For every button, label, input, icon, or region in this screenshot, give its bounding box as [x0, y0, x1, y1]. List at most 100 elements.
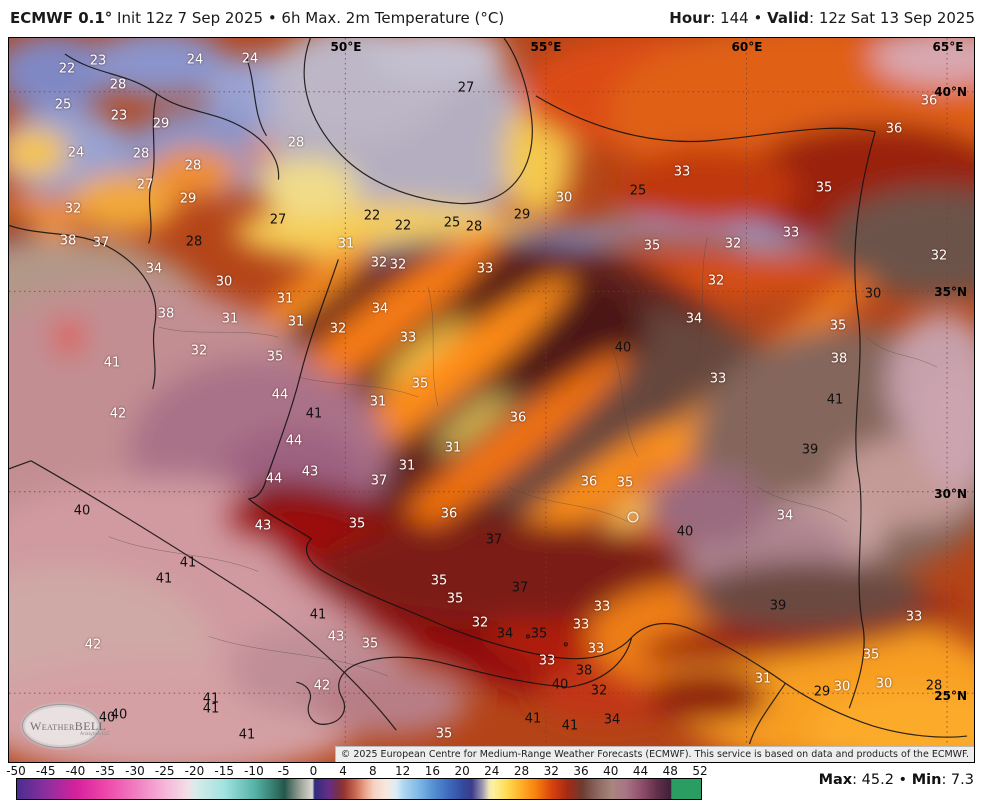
- colorbar-footer: -50 -45 -40 -35 -30 -25 -20 -15 -10 -5 0 4 8 12 16 20 24…: [0, 763, 984, 808]
- temp-label: 30: [215, 274, 233, 290]
- logo-swirl: [22, 704, 100, 748]
- colorbar-tick-label: 52: [692, 764, 708, 778]
- temp-label: 28: [287, 135, 305, 151]
- temp-label: 43: [254, 518, 272, 534]
- temp-label: 23: [110, 108, 128, 124]
- latitude-label: 40°N: [934, 85, 967, 99]
- temp-label: 22: [394, 218, 412, 234]
- colorbar-tick-label: 24: [484, 764, 500, 778]
- temp-label: 36: [440, 506, 458, 522]
- temp-label: 32: [190, 343, 208, 359]
- temp-label: 28: [109, 77, 127, 93]
- temp-label: 37: [485, 532, 503, 548]
- colorbar-tick-label: 36: [573, 764, 589, 778]
- valid-label: Valid: [767, 9, 810, 27]
- temp-label: 40: [110, 707, 128, 723]
- temp-label: 40: [73, 503, 91, 519]
- colorbar-tick-label: 44: [632, 764, 649, 778]
- temp-label: 35: [643, 238, 661, 254]
- colorbar-tick-label: 32: [543, 764, 559, 778]
- temp-label: 31: [754, 671, 772, 687]
- temp-label: 27: [457, 80, 475, 96]
- temp-label: 31: [337, 236, 355, 252]
- temp-label: 32: [707, 273, 725, 289]
- temp-label: 31: [444, 440, 462, 456]
- colorbar-tick-label: 0: [309, 764, 318, 778]
- temp-label: 38: [575, 663, 593, 679]
- temp-label: 44: [265, 471, 283, 487]
- temp-label: 40: [98, 710, 116, 726]
- temp-label: 40: [614, 340, 632, 356]
- temp-label: 27: [269, 212, 287, 228]
- temp-label: 41: [202, 701, 220, 717]
- temp-label: 32: [389, 257, 407, 273]
- min-value: : 7.3: [941, 772, 974, 788]
- temperature-colorbar: [16, 778, 702, 800]
- temp-label: 25: [54, 97, 72, 113]
- temp-label: 38: [830, 351, 848, 367]
- colorbar-tick-label: 8: [369, 764, 377, 778]
- temp-label: 33: [572, 617, 590, 633]
- temp-label: 34: [776, 508, 794, 524]
- longitude-label: 60°E: [731, 40, 763, 54]
- temp-label: 35: [411, 376, 429, 392]
- temp-label: 25: [443, 215, 461, 231]
- product-subtitle: Init 12z 7 Sep 2025 • 6h Max. 2m Tempera…: [112, 9, 505, 27]
- temp-label: 36: [885, 121, 903, 137]
- logo-text: WeatherBELL: [30, 719, 107, 733]
- temp-label: 39: [801, 442, 819, 458]
- temp-label: 29: [813, 684, 831, 700]
- temp-label: 35: [430, 573, 448, 589]
- temp-label: 42: [109, 406, 127, 422]
- temp-label: 35: [361, 636, 379, 652]
- temp-label: 42: [313, 678, 331, 694]
- temp-label: 22: [363, 208, 381, 224]
- temp-label: 29: [152, 116, 170, 132]
- temp-label: 35: [446, 591, 464, 607]
- hour-label: Hour: [669, 9, 711, 27]
- temp-label: 37: [511, 580, 529, 596]
- temp-label: 34: [496, 626, 514, 642]
- temp-label: 35: [435, 726, 453, 742]
- colorbar-tick-label: -25: [154, 764, 175, 778]
- temp-label: 31: [398, 458, 416, 474]
- temp-label: 31: [287, 314, 305, 330]
- temp-label: 32: [930, 248, 948, 264]
- temp-label: 30: [833, 679, 851, 695]
- max-value: : 45.2: [852, 772, 894, 788]
- temp-label: 35: [266, 349, 284, 365]
- temp-label: 30: [555, 190, 573, 206]
- temp-label: 32: [64, 201, 82, 217]
- temp-label: 24: [186, 52, 204, 68]
- coastlines: [9, 38, 968, 745]
- temp-label: 34: [685, 311, 703, 327]
- colorbar-tick-label: -50: [6, 764, 26, 778]
- colorbar-tick-label: -45: [35, 764, 56, 778]
- temp-label: 41: [305, 406, 323, 422]
- temp-label: 42: [84, 637, 102, 653]
- logo-subtext: Analytics LLC: [80, 732, 111, 737]
- temp-label: 25: [629, 183, 647, 199]
- temp-label: 37: [92, 235, 110, 251]
- temp-label: 41: [179, 555, 197, 571]
- province-borders: [108, 237, 938, 677]
- product-title: ECMWF 0.1° Init 12z 7 Sep 2025 • 6h Max.…: [10, 9, 504, 27]
- temp-label: 36: [920, 93, 938, 109]
- latitude-label: 30°N: [934, 487, 967, 501]
- temp-label: 23: [89, 53, 107, 69]
- temp-label: 32: [329, 321, 347, 337]
- temp-label: 44: [271, 387, 289, 403]
- temp-label: 34: [145, 261, 163, 277]
- temp-label: 27: [136, 177, 154, 193]
- temp-label: 30: [864, 286, 882, 302]
- location-marker: [627, 511, 639, 523]
- temp-label: 28: [925, 678, 943, 694]
- temp-label: 31: [221, 311, 239, 327]
- colorbar-tick-label: -35: [95, 764, 116, 778]
- temp-label: 40: [676, 524, 694, 540]
- temp-label: 34: [371, 301, 389, 317]
- temp-label: 33: [593, 599, 611, 615]
- colorbar-tick-label: -40: [65, 764, 86, 778]
- temp-label: 38: [157, 306, 175, 322]
- valid-value: : 12z Sat 13 Sep 2025: [809, 9, 975, 27]
